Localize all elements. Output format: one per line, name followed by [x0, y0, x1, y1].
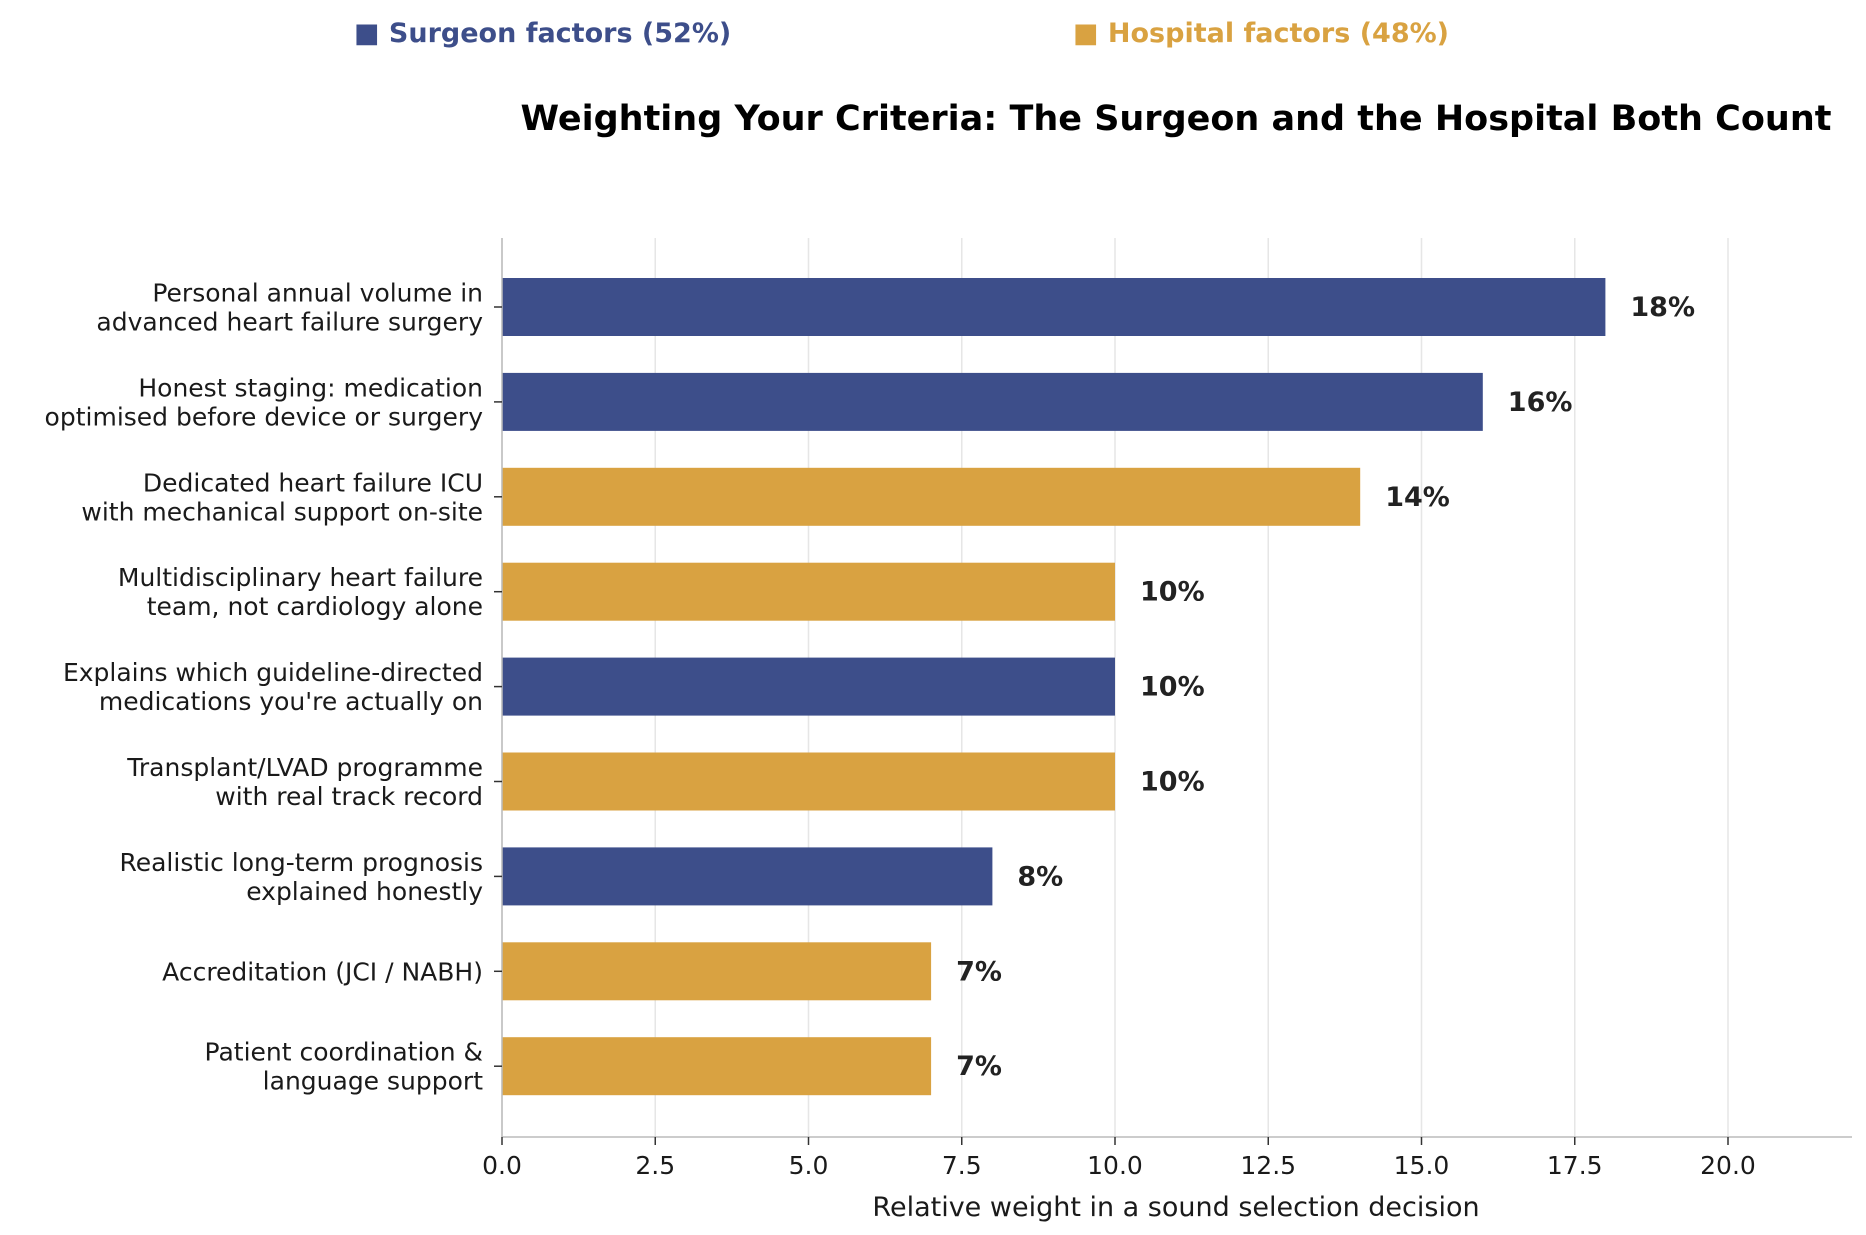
category-label: Transplant/LVAD programme with real track… [126, 753, 483, 811]
bar-surgeon [502, 372, 1483, 431]
value-labels: 18% 16% 14% 10% 10% 10% 8% 7% 7% [956, 292, 1695, 1082]
axes [501, 238, 1852, 1138]
x-ticks: 0.0 2.5 5.0 7.5 10.0 12.5 15.0 17.5 20.0 [482, 1137, 1756, 1180]
bar-surgeon [502, 278, 1606, 336]
category-label: Personal annual volume in advanced heart … [96, 279, 483, 337]
category-label: Multidisciplinary heart failure team, not… [118, 563, 483, 621]
value-label: 18% [1630, 292, 1695, 323]
bar-surgeon [502, 847, 993, 906]
category-label: Explains which guideline-directed medicat… [63, 658, 483, 716]
x-tick-label: 17.5 [1547, 1151, 1603, 1180]
value-label: 8% [1017, 861, 1063, 892]
bar-hospital [502, 467, 1361, 526]
legend-surgeon: ■ Surgeon factors (52%) [354, 18, 731, 49]
bar-hospital [502, 562, 1115, 621]
x-axis-label: Relative weight in a sound selection dec… [872, 1192, 1479, 1223]
x-tick-label: 7.5 [942, 1151, 982, 1180]
bars [502, 278, 1606, 1096]
bar-hospital [502, 1037, 932, 1096]
value-label: 7% [956, 1051, 1002, 1082]
x-tick-label: 15.0 [1394, 1151, 1450, 1180]
x-tick-label: 0.0 [482, 1151, 522, 1180]
category-label: Honest staging: medication optimised befo… [45, 373, 484, 431]
bar-surgeon [502, 657, 1115, 716]
x-tick-label: 10.0 [1087, 1151, 1143, 1180]
legend-hospital: ■ Hospital factors (48%) [1073, 18, 1449, 49]
bar-hospital [502, 942, 932, 1001]
x-tick-label: 5.0 [789, 1151, 829, 1180]
category-labels: Personal annual volume in advanced heart … [45, 279, 502, 1096]
value-label: 16% [1508, 387, 1573, 418]
x-tick-label: 2.5 [635, 1151, 675, 1180]
category-label: Patient coordination & language support [205, 1038, 484, 1096]
value-label: 7% [956, 956, 1002, 987]
category-label: Realistic long-term prognosis explained h… [119, 848, 483, 906]
value-label: 10% [1140, 767, 1205, 798]
x-tick-label: 12.5 [1240, 1151, 1296, 1180]
value-label: 14% [1385, 482, 1450, 513]
category-label: Dedicated heart failure ICU with mechanic… [81, 468, 483, 526]
chart-title: Weighting Your Criteria: The Surgeon and… [521, 99, 1832, 139]
value-label: 10% [1140, 672, 1205, 703]
x-tick-label: 20.0 [1700, 1151, 1756, 1180]
bar-hospital [502, 752, 1115, 811]
category-label: Accreditation (JCI / NABH) [162, 957, 483, 986]
value-label: 10% [1140, 577, 1205, 608]
